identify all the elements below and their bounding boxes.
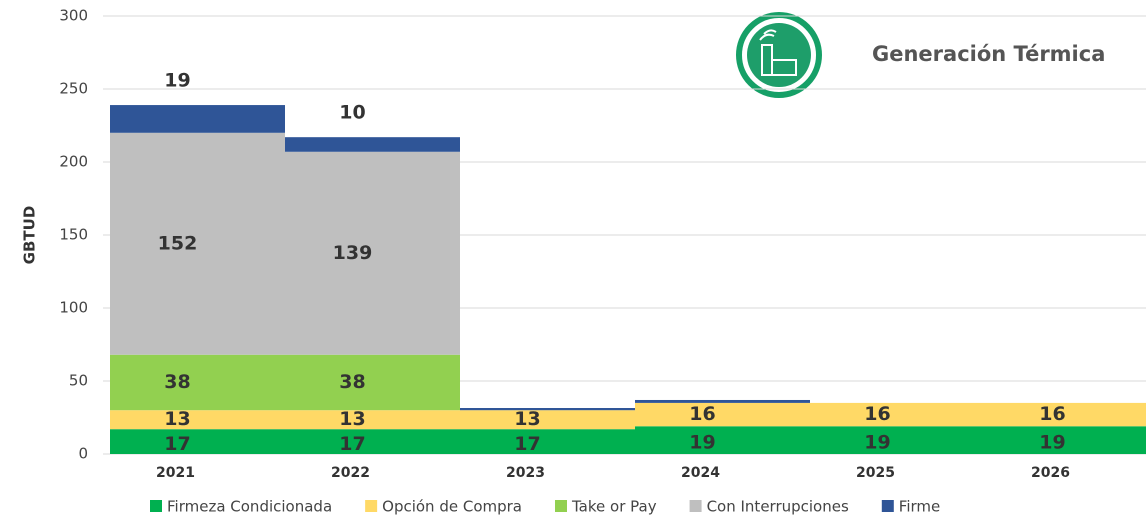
y-tick-label: 50 [69,372,88,390]
area-segment [985,426,1146,454]
legend-label: Opción de Compra [382,498,522,516]
legend-swatch [881,500,894,512]
area-segment [110,105,285,133]
data-label: 19 [864,432,890,454]
legend-swatch [555,500,567,512]
area-segment [110,132,285,355]
area-segment [460,429,635,454]
y-tick-label: 300 [59,7,88,25]
legend-label: Firme [899,498,940,516]
data-label: 19 [1039,432,1065,454]
legend-swatch [150,500,162,512]
data-label: 10 [339,102,365,124]
area-segment [985,402,1146,427]
icon [736,12,822,98]
data-label: 13 [164,408,190,430]
data-label: 17 [339,433,365,455]
legend-swatch [365,500,378,512]
data-label: 16 [689,403,715,425]
area-segment [460,410,635,430]
area-segment [635,399,810,403]
data-label: 13 [339,408,365,430]
y-tick-label: 250 [59,80,88,98]
x-tick-label: 2021 [156,465,195,481]
data-label: 16 [1039,403,1065,425]
legend-label: Firmeza Condicionada [167,498,332,516]
area-segment [810,402,985,427]
x-tick-label: 2026 [1031,465,1070,481]
x-tick-label: 2025 [856,465,895,481]
data-label: 38 [339,371,365,393]
x-tick-label: 2023 [506,465,545,481]
area-segment [810,426,985,454]
area-segment [110,410,285,430]
area-segment [110,429,285,454]
data-label: 17 [514,433,540,455]
data-label: 38 [164,371,190,393]
x-tick-label: 2024 [681,465,720,481]
x-tick-label: 2022 [331,465,370,481]
y-axis-label: GBTUD [21,206,39,265]
area-segment [635,426,810,454]
legend-swatch [689,500,702,512]
y-tick-label: 0 [78,445,88,463]
data-label: 152 [158,232,198,254]
y-tick-label: 200 [59,153,88,171]
area-segment [635,402,810,427]
legend-label: Con Interrupciones [707,498,849,516]
plot: 0 50 100 150 200 250 300 17 13 38 152 19 17 13 38 139 10… [59,7,1146,516]
area-segment [460,408,635,411]
y-tick-label: 100 [59,299,88,317]
legend-label: Take or Pay [571,498,657,516]
area-segment [285,429,460,454]
y-tick-label: 150 [59,226,88,244]
area-segment [110,354,285,411]
area-segment [285,137,460,152]
chart-title: Generación Térmica [872,42,1105,66]
area-segment [285,354,460,411]
data-label: 19 [689,432,715,454]
data-label: 13 [514,408,540,430]
data-label: 19 [164,70,190,92]
area-segment [285,410,460,430]
data-label: 139 [333,242,373,264]
area-segment [285,151,460,355]
data-label: 16 [864,403,890,425]
data-label: 17 [164,433,190,455]
